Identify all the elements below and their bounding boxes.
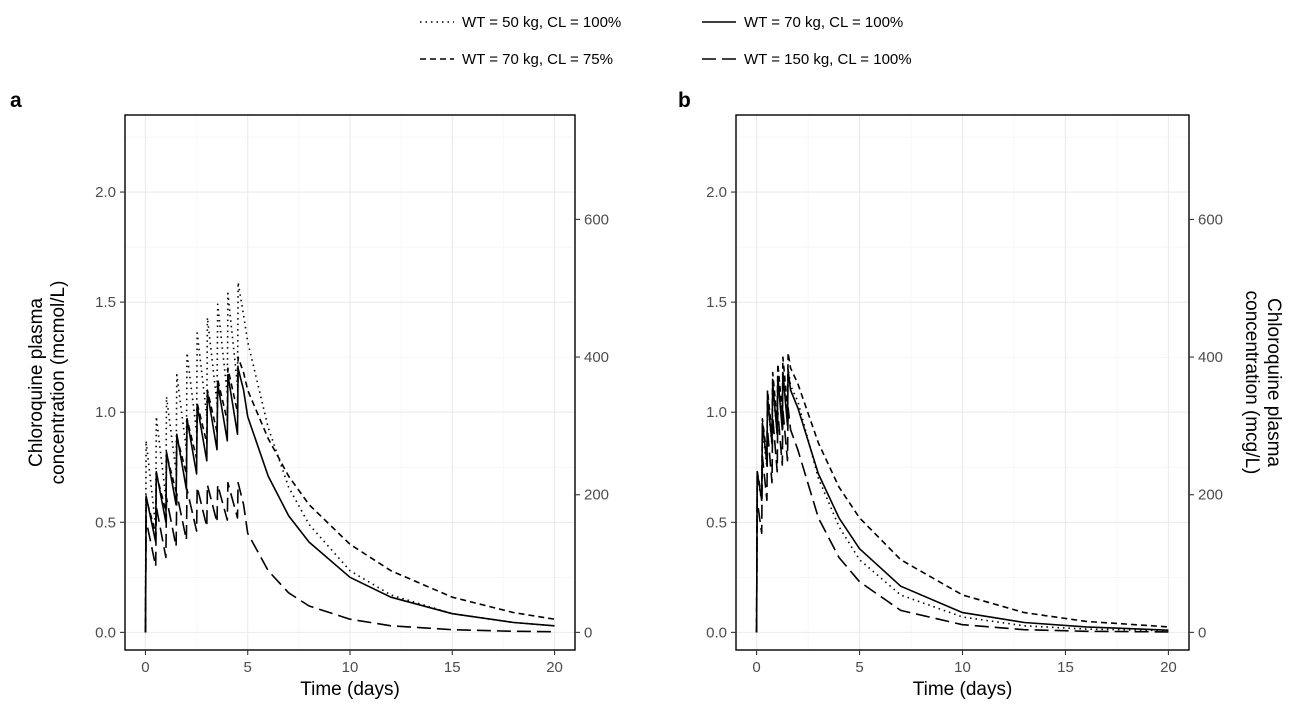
panel-a: 0 5 10 15 20 0.0 0.5 1.0 1.5 2.0 0 200 400 600 Time (d… (10, 89, 609, 700)
y2-tick-label: 0 (584, 624, 592, 641)
y-tick-label: 0.5 (95, 514, 116, 531)
panel-b: 0 5 10 15 20 0.0 0.5 1.0 1.5 2.0 0 200 400 600 Time (d… (678, 89, 1284, 700)
x-tick-label: 10 (342, 659, 359, 676)
y-axis-title-line: Chloroquine plasma (26, 298, 47, 467)
y2-tick-label: 600 (584, 211, 609, 228)
y-tick-label: 0.0 (706, 624, 727, 641)
x-tick-label: 5 (855, 659, 863, 676)
y-tick-label: 1.0 (706, 404, 727, 421)
x-axis-title: Time (days) (913, 679, 1013, 700)
y2-tick-label: 200 (584, 487, 609, 504)
series-line-dotted (144, 281, 555, 633)
panel-label: b (678, 89, 691, 112)
x-tick-label: 5 (244, 659, 252, 676)
x-tick-label: 10 (954, 659, 971, 676)
y-tick-label: 1.5 (95, 294, 116, 311)
legend-item: WT = 150 kg, CL = 100% (702, 51, 912, 68)
y2-tick-label: 200 (1198, 487, 1223, 504)
legend-label: WT = 50 kg, CL = 100% (462, 14, 621, 31)
x-tick-label: 20 (546, 659, 563, 676)
y-axis-title-line: concentration (mcmol/L) (48, 281, 69, 485)
y2-tick-label: 0 (1198, 624, 1206, 641)
y-tick-label: 2.0 (95, 184, 116, 201)
x-tick-label: 0 (141, 659, 149, 676)
y2-tick-label: 400 (1198, 349, 1223, 366)
y-tick-label: 0.5 (706, 514, 727, 531)
legend-label: WT = 150 kg, CL = 100% (744, 51, 912, 68)
y2-tick-label: 400 (584, 349, 609, 366)
series-line-longdash (755, 407, 1169, 633)
gridlines (125, 115, 575, 650)
x-tick-label: 20 (1160, 659, 1177, 676)
y-axis-title-left: Chloroquine plasmaconcentration (mcmol/L… (26, 281, 69, 485)
y2-axis-title-line: Chloroquine plasma (1263, 298, 1284, 467)
legend-label: WT = 70 kg, CL = 100% (744, 14, 903, 31)
legend: WT = 50 kg, CL = 100% WT = 70 kg, CL = 10… (420, 14, 912, 68)
legend-label: WT = 70 kg, CL = 75% (462, 51, 613, 68)
series-line-dashed (755, 352, 1169, 633)
y-tick-label: 1.0 (95, 404, 116, 421)
panel-label: a (10, 89, 22, 112)
series-group (755, 352, 1169, 633)
x-tick-label: 15 (1057, 659, 1074, 676)
x-tick-label: 0 (752, 659, 760, 676)
y2-tick-label: 600 (1198, 211, 1223, 228)
x-axis-title: Time (days) (300, 679, 400, 700)
y-tick-label: 2.0 (706, 184, 727, 201)
gridlines (736, 115, 1189, 650)
x-tick-label: 15 (444, 659, 461, 676)
y2-axis-title-line: concentration (mcg/L) (1241, 291, 1262, 475)
y2-axis-title-right: Chloroquine plasmaconcentration (mcg/L) (1241, 291, 1284, 475)
series-line-dashed (144, 356, 555, 633)
legend-item: WT = 50 kg, CL = 100% (420, 14, 621, 31)
y-tick-label: 1.5 (706, 294, 727, 311)
series-group (144, 281, 555, 633)
legend-item: WT = 70 kg, CL = 100% (702, 14, 903, 31)
y-tick-label: 0.0 (95, 624, 116, 641)
legend-item: WT = 70 kg, CL = 75% (420, 51, 613, 68)
